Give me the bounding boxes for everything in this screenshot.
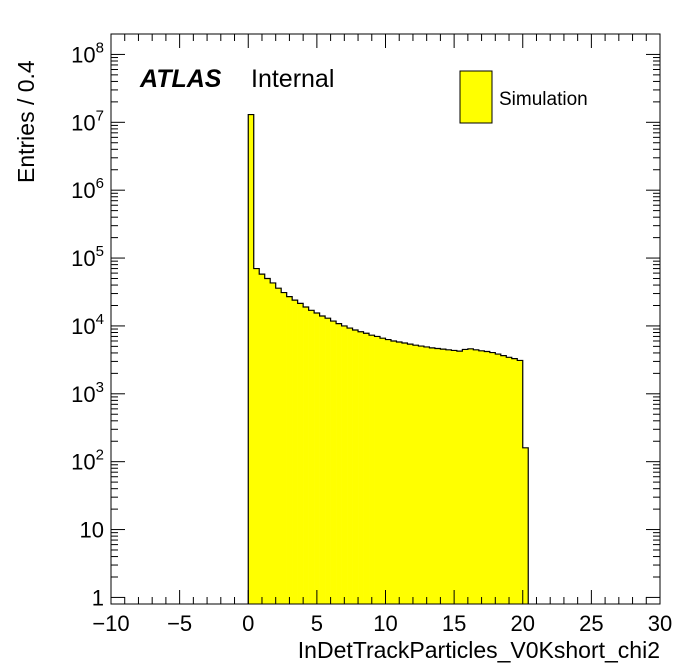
legend: Simulation bbox=[459, 70, 588, 124]
histogram-bar bbox=[281, 292, 287, 604]
y-tick-label: 107 bbox=[71, 107, 104, 135]
histogram-bar bbox=[462, 349, 469, 604]
x-tick-label: 30 bbox=[648, 611, 672, 636]
histogram-bar bbox=[473, 349, 480, 604]
histogram-bars bbox=[247, 113, 529, 604]
histogram-bar bbox=[330, 321, 337, 604]
histogram-bar bbox=[308, 310, 315, 604]
x-tick-label: 25 bbox=[579, 611, 603, 636]
histogram-bar bbox=[297, 303, 304, 604]
histogram-bar bbox=[478, 350, 485, 604]
histogram-bar bbox=[347, 328, 353, 604]
x-tick-label: −10 bbox=[92, 611, 129, 636]
y-tick-label: 104 bbox=[71, 311, 104, 339]
histogram-bar bbox=[456, 351, 463, 604]
histogram-bar bbox=[517, 360, 524, 604]
x-tick-label: −5 bbox=[167, 611, 192, 636]
histogram-bar bbox=[429, 347, 436, 604]
histogram-bar bbox=[484, 351, 491, 604]
internal-label: Internal bbox=[251, 65, 334, 93]
histogram-bar bbox=[275, 288, 282, 604]
histogram-bar bbox=[259, 274, 266, 604]
axes bbox=[110, 33, 661, 605]
histogram-bar bbox=[511, 358, 518, 604]
histogram-bar bbox=[396, 341, 403, 604]
x-tick-labels: −10 −5 0 5 10 15 20 25 30 bbox=[92, 611, 672, 636]
y-tick-label: 102 bbox=[71, 447, 104, 475]
histogram-bar bbox=[341, 325, 348, 604]
histogram-bar bbox=[286, 296, 293, 604]
histogram-outline bbox=[247, 113, 529, 604]
histogram-bar bbox=[336, 323, 342, 604]
histogram-bar bbox=[489, 352, 496, 604]
x-tick-label: 15 bbox=[442, 611, 466, 636]
y-tick-label: 103 bbox=[71, 379, 104, 407]
histogram-bar bbox=[374, 336, 381, 604]
x-tick-label: 5 bbox=[311, 611, 323, 636]
histogram-bar bbox=[522, 447, 529, 604]
histogram-bar bbox=[390, 340, 397, 604]
histogram-bar bbox=[270, 282, 276, 604]
histogram-bar bbox=[264, 278, 271, 604]
histogram-bar bbox=[423, 346, 430, 604]
histogram-bar bbox=[440, 349, 447, 604]
y-axis-label: Entries / 0.4 bbox=[13, 60, 39, 183]
histogram-bar bbox=[248, 114, 255, 604]
y-tick-labels: 1 10 102 103 104 105 106 107 108 bbox=[71, 39, 104, 610]
histogram-bar bbox=[314, 313, 320, 604]
legend-label-simulation: Simulation bbox=[499, 89, 588, 110]
histogram-bar bbox=[434, 348, 441, 604]
histogram-bar bbox=[385, 339, 392, 604]
histogram-bar bbox=[369, 335, 375, 604]
histogram-bar bbox=[325, 318, 331, 604]
histogram-bar bbox=[412, 345, 419, 604]
histogram-bar bbox=[303, 307, 309, 604]
histogram-bar bbox=[506, 357, 513, 604]
histogram-bar bbox=[380, 338, 386, 604]
legend-swatch-simulation bbox=[459, 70, 493, 124]
y-tick-label: 106 bbox=[71, 175, 104, 203]
x-tick-label: 0 bbox=[242, 611, 254, 636]
histogram-bar bbox=[407, 344, 414, 604]
atlas-label: ATLAS bbox=[139, 65, 222, 93]
y-tick-label: 1 bbox=[92, 585, 104, 610]
histogram-bar bbox=[418, 346, 425, 604]
y-tick-label: 108 bbox=[71, 39, 104, 67]
x-axis-label: InDetTrackParticles_V0Kshort_chi2 bbox=[298, 637, 660, 663]
y-tick-label: 105 bbox=[71, 243, 104, 271]
histogram-bar bbox=[495, 354, 502, 604]
histogram-bar bbox=[292, 300, 298, 604]
histogram-bar bbox=[445, 349, 452, 604]
histogram-bar bbox=[319, 316, 326, 604]
histogram-bar bbox=[352, 330, 359, 604]
x-tick-label: 10 bbox=[373, 611, 397, 636]
histogram-bar bbox=[358, 331, 364, 604]
histogram-bar bbox=[500, 355, 507, 604]
x-tick-label: 20 bbox=[511, 611, 535, 636]
histogram-bar bbox=[401, 343, 408, 604]
histogram-bar bbox=[467, 348, 474, 604]
histogram-bar bbox=[451, 350, 458, 604]
y-tick-label: 10 bbox=[80, 518, 104, 543]
histogram-bar bbox=[363, 333, 370, 604]
histogram-bar bbox=[253, 268, 260, 604]
